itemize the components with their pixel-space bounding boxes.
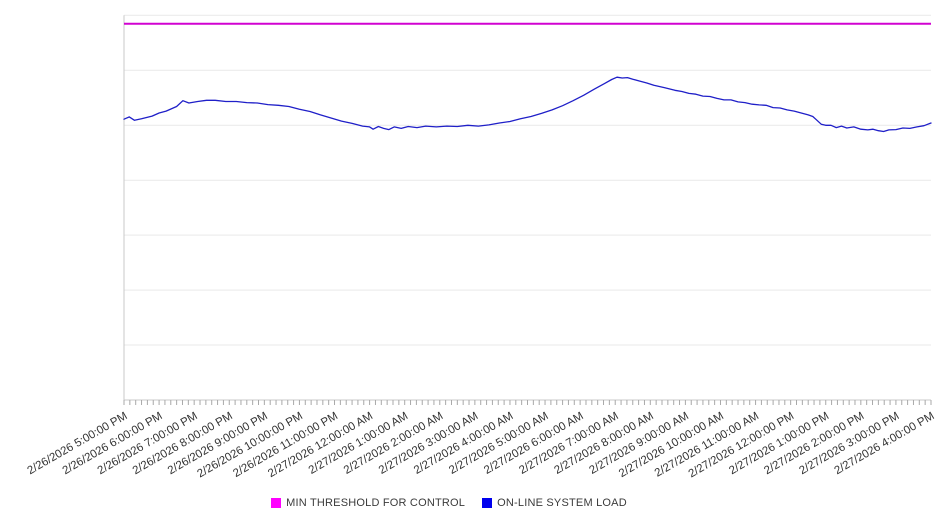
x-axis-minor-ticks	[123, 400, 932, 405]
legend-label-min-threshold: MIN THRESHOLD FOR CONTROL	[286, 497, 466, 509]
load-chart-plot: 2/26/2026 5:00:00 PM2/26/2026 6:00:00 PM…	[25, 14, 937, 480]
x-axis-labels: 2/26/2026 5:00:00 PM2/26/2026 6:00:00 PM…	[25, 410, 936, 480]
axes	[123, 15, 931, 401]
legend-item-system-load[interactable]: ON-LINE SYSTEM LOAD	[482, 497, 627, 509]
legend-swatch-system-load-icon	[482, 498, 493, 508]
chart-legend: MIN THRESHOLD FOR CONTROL ON-LINE SYSTEM…	[0, 497, 922, 509]
system-load-line	[123, 76, 932, 133]
legend-swatch-min-threshold-icon	[271, 498, 282, 508]
legend-item-min-threshold[interactable]: MIN THRESHOLD FOR CONTROL	[271, 497, 465, 509]
gridlines	[124, 14, 931, 346]
legend-label-system-load: ON-LINE SYSTEM LOAD	[497, 497, 627, 509]
